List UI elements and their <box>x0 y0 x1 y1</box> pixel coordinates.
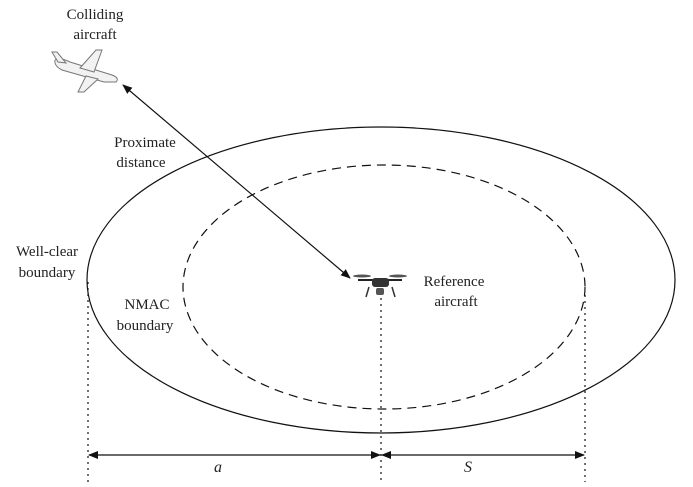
nmac-ellipse <box>182 164 586 410</box>
label: aircraft <box>434 294 478 310</box>
label: Colliding <box>67 7 124 23</box>
drone-icon <box>353 274 407 298</box>
well-clear-ellipse <box>86 126 676 434</box>
label: aircraft <box>73 27 117 43</box>
label: boundary <box>117 318 174 334</box>
label: Proximate <box>114 135 176 151</box>
plane-icon <box>51 49 118 93</box>
dotted-guides <box>87 282 586 482</box>
label: a <box>214 459 222 476</box>
label: NMAC <box>124 297 169 313</box>
label: boundary <box>19 265 76 281</box>
label: Reference <box>424 274 485 290</box>
label: distance <box>116 155 165 171</box>
proximate-arrow <box>122 84 351 279</box>
label: Well-clear <box>16 244 78 260</box>
label: S <box>464 459 472 476</box>
